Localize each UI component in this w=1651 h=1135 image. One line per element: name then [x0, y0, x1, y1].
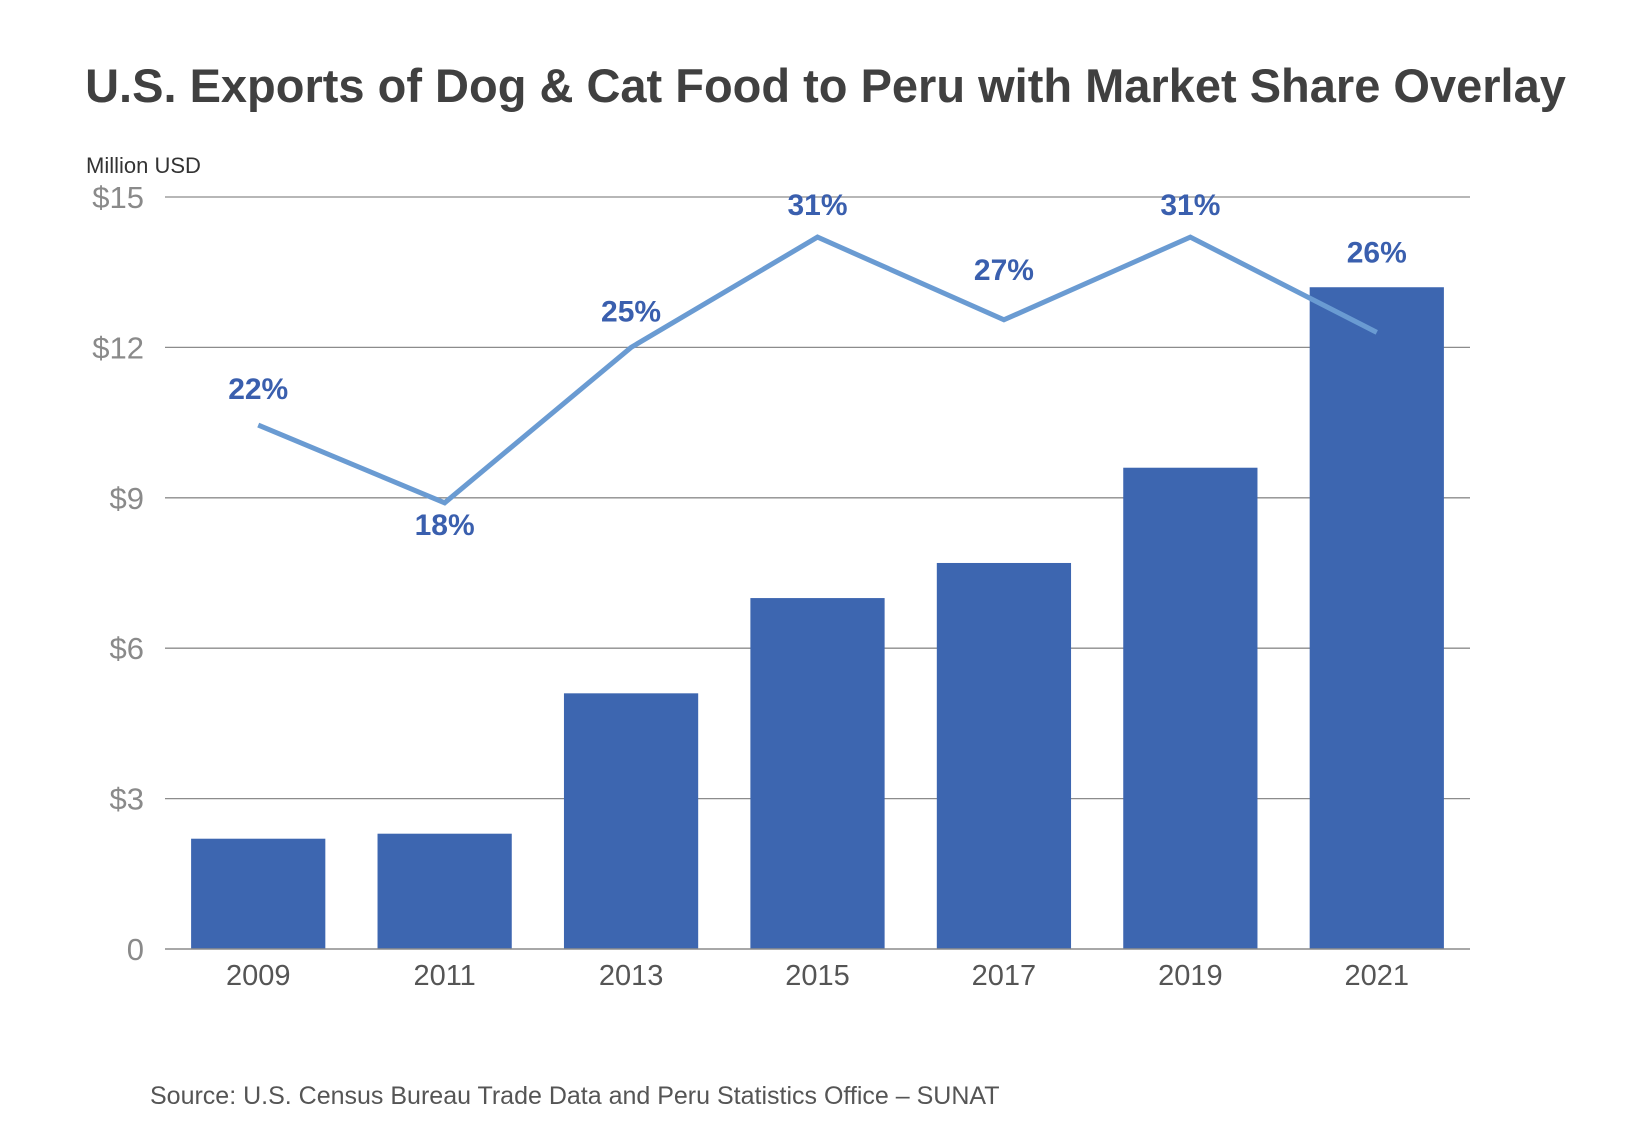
x-tick-label: 2013: [599, 960, 664, 992]
x-tick-label: 2017: [972, 960, 1037, 992]
y-tick-label: $15: [92, 180, 144, 215]
bar-2021: [1309, 287, 1444, 949]
x-tick-label: 2021: [1345, 960, 1410, 992]
bar-2015: [750, 598, 885, 949]
market-share-label-2011: 18%: [415, 509, 475, 542]
bar-2017: [936, 562, 1072, 949]
bar-series: [191, 287, 1444, 949]
market-share-label-2021: 26%: [1347, 236, 1407, 269]
market-share-polyline: [257, 234, 1378, 506]
chart-title: U.S. Exports of Dog & Cat Food to Peru w…: [85, 59, 1566, 112]
bar-2013: [563, 693, 699, 949]
market-share-label-2013: 25%: [601, 295, 661, 328]
y-tick-label: $3: [110, 782, 144, 817]
source-note: Source: U.S. Census Bureau Trade Data an…: [150, 1082, 1000, 1110]
y-tick-label: 0: [127, 932, 144, 967]
market-share-label-2009: 22%: [228, 373, 288, 406]
market-share-label-2019: 31%: [1160, 189, 1220, 222]
x-tick-label: 2015: [785, 960, 850, 992]
data-labels: 22% 18% 25% 31% 27% 31% 26%: [228, 189, 1407, 542]
x-tick-label: 2011: [413, 960, 475, 992]
market-share-line: [257, 234, 1378, 506]
x-tick-label: 2019: [1158, 960, 1223, 992]
y-tick-label: $9: [110, 481, 144, 516]
market-share-label-2017: 27%: [974, 254, 1034, 287]
bar-2011: [377, 833, 512, 949]
bar-2019: [1123, 467, 1258, 949]
x-tick-label: 2009: [226, 960, 291, 992]
axes: 0 $3 $6 $9 $12 $15 2009 2011 2013 2015 2017 2019 202…: [92, 180, 1470, 992]
y-tick-label: $12: [92, 330, 144, 365]
y-axis-unit-label: Million USD: [86, 153, 201, 178]
market-share-label-2015: 31%: [787, 189, 847, 222]
bar-2009: [191, 838, 326, 949]
y-tick-label: $6: [110, 631, 144, 666]
